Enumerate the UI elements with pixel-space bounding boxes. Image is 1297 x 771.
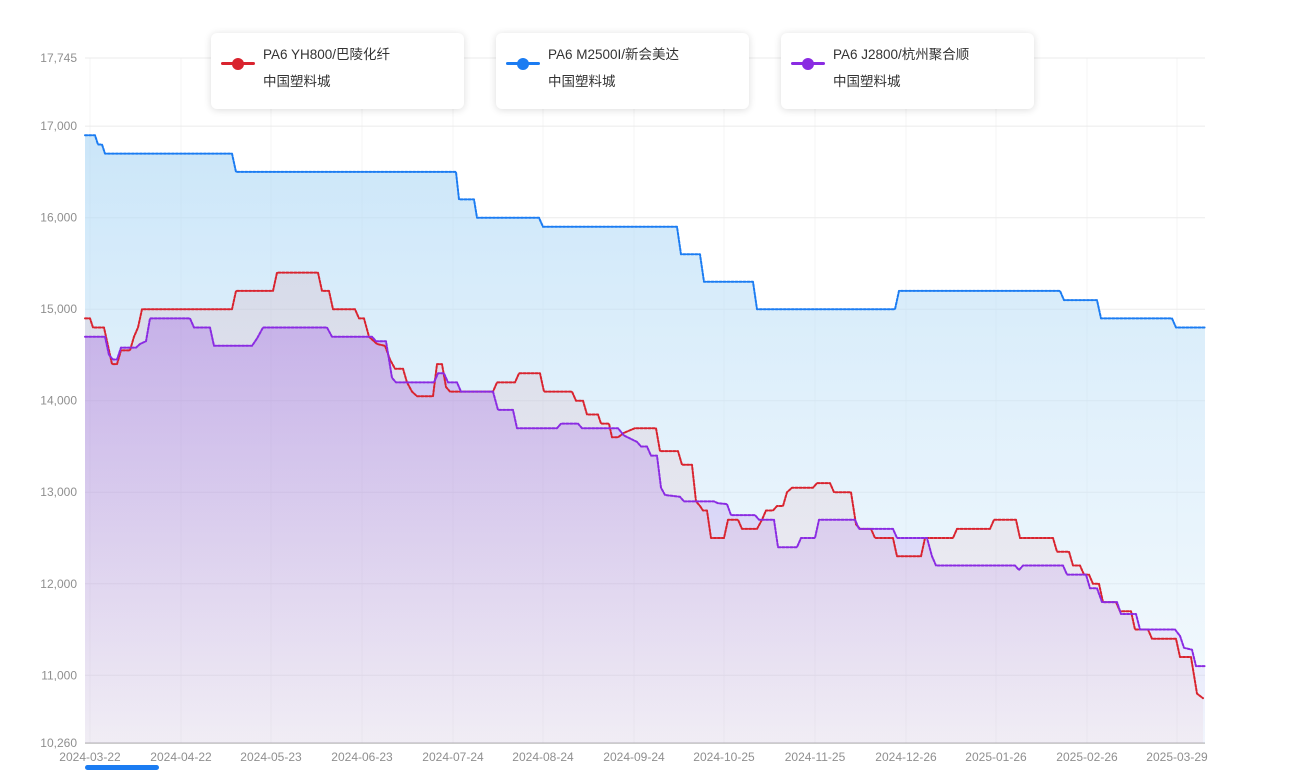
y-tick-label: 13,000 xyxy=(40,485,77,499)
data-zoom-handle[interactable] xyxy=(85,765,159,770)
legend-sublabel: 中国塑料城 xyxy=(833,74,901,89)
series-line-2[interactable] xyxy=(84,317,1206,668)
legend-line-dot-icon xyxy=(506,57,540,70)
x-axis-labels: 2024-03-22 2024-04-22 2024-05-23 2024-06-23… xyxy=(59,750,1208,764)
legend-label: PA6 M2500I/新会美达 xyxy=(548,47,680,62)
y-tick-label: 14,000 xyxy=(40,394,77,408)
y-tick-label: 17,745 xyxy=(40,51,77,65)
legend-line-dot-icon xyxy=(791,57,825,70)
x-tick-label: 2024-04-22 xyxy=(150,750,212,764)
series-area-2 xyxy=(85,318,1205,743)
x-tick-label: 2024-09-24 xyxy=(603,750,665,764)
legend-dot-icon xyxy=(232,57,244,70)
legend-sublabel: 中国塑料城 xyxy=(263,74,331,89)
x-tick-label: 2024-10-25 xyxy=(693,750,755,764)
x-tick-label: 2024-05-23 xyxy=(240,750,302,764)
legend-item-pa6-j2800[interactable]: PA6 J2800/杭州聚合顺 中国塑料城 xyxy=(781,33,1034,109)
y-axis-labels: 10,260 11,000 12,000 13,000 14,000 15,000 16,0… xyxy=(40,51,77,750)
legend-dot-icon xyxy=(802,57,814,70)
legend-label: PA6 YH800/巴陵化纤 xyxy=(263,47,391,62)
x-tick-label: 2024-03-22 xyxy=(59,750,121,764)
legend-item-pa6-m2500i[interactable]: PA6 M2500I/新会美达 中国塑料城 xyxy=(496,33,749,109)
x-tick-label: 2024-07-24 xyxy=(422,750,484,764)
y-tick-label: 15,000 xyxy=(40,302,77,316)
y-tick-label: 17,000 xyxy=(40,119,77,133)
legend-sublabel: 中国塑料城 xyxy=(548,74,616,89)
legend-line-dot-icon xyxy=(221,57,255,70)
y-tick-label: 10,260 xyxy=(40,736,77,750)
y-tick-label: 12,000 xyxy=(40,577,77,591)
x-tick-label: 2024-08-24 xyxy=(512,750,574,764)
series-line-1[interactable] xyxy=(84,271,1204,700)
x-tick-label: 2025-02-26 xyxy=(1056,750,1118,764)
x-tick-label: 2025-01-26 xyxy=(965,750,1027,764)
x-tick-label: 2024-06-23 xyxy=(331,750,393,764)
x-tick-label: 2025-03-29 xyxy=(1146,750,1208,764)
series-line-0[interactable] xyxy=(84,134,1206,329)
x-tick-label: 2024-12-26 xyxy=(875,750,937,764)
y-tick-label: 16,000 xyxy=(40,211,77,225)
y-tick-label: 11,000 xyxy=(41,668,77,682)
legend-label: PA6 J2800/杭州聚合顺 xyxy=(833,47,970,62)
x-tick-label: 2024-11-25 xyxy=(785,750,846,764)
legend-item-pa6-yh800[interactable]: PA6 YH800/巴陵化纤 中国塑料城 xyxy=(211,33,464,109)
legend-dot-icon xyxy=(517,57,529,70)
